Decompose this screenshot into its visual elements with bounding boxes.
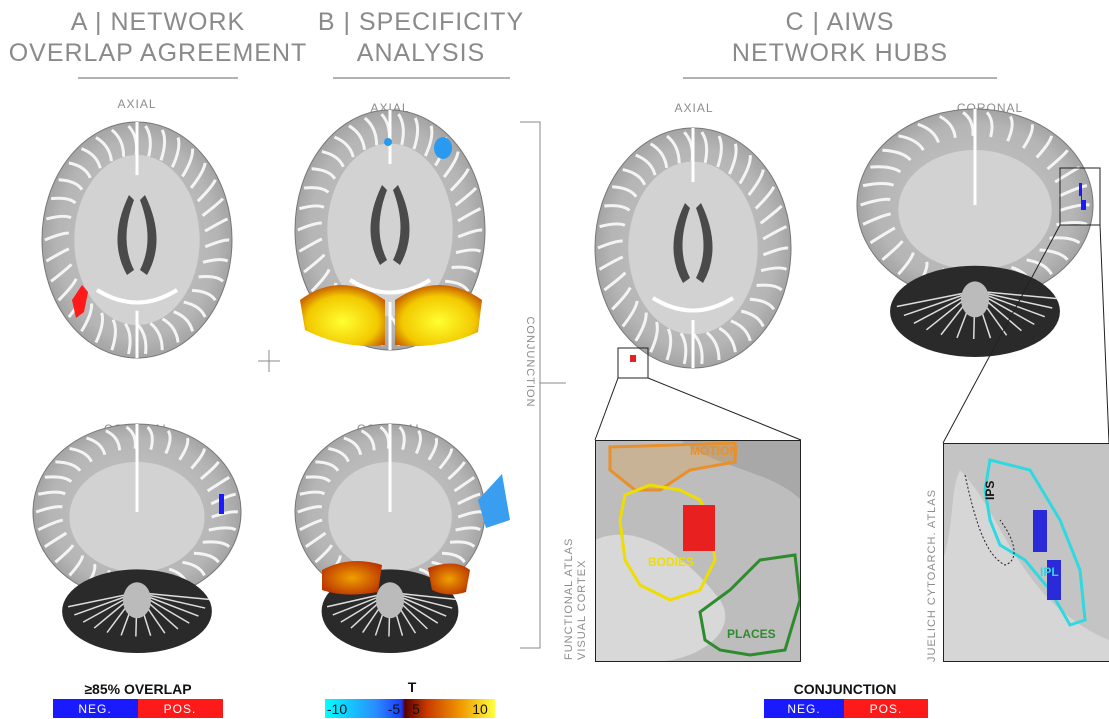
view-label: AXIAL [674, 101, 713, 115]
legend-title: CONJUNCTION [794, 681, 897, 697]
side-label: FUNCTIONAL ATLAS [563, 538, 575, 660]
conjunction-neg [1033, 510, 1047, 552]
page: { "panels": [ {"heading": ["A | NETWORK"… [0, 0, 1109, 719]
side-label: JUELICH CYTOARCH. ATLAS [926, 489, 938, 662]
legend-entry: POS. [164, 702, 197, 716]
region-label: IPS [983, 481, 997, 500]
colorbar-tick: 5 [412, 701, 420, 717]
overlap-neg [219, 494, 224, 514]
panel-heading: C | AIWS [786, 8, 895, 36]
side-label: VISUAL CORTEX [576, 560, 588, 660]
legend-entry: NEG. [78, 702, 111, 716]
specificity-pos [300, 285, 385, 346]
brainstem [376, 582, 404, 618]
specificity-pos [322, 561, 382, 595]
legend-title: ≥85% OVERLAP [84, 681, 191, 697]
colorbar-tick: -10 [327, 701, 347, 717]
specificity-neg [434, 137, 452, 159]
brainstem [961, 281, 989, 317]
brainstem [123, 582, 151, 618]
figure: A | NETWORK OVERLAP AGREEMENT B | SPECIFIC… [0, 0, 1109, 719]
region-label: PLACES [727, 627, 776, 641]
zoom-line [1100, 225, 1109, 443]
white-matter [74, 155, 199, 325]
conjunction-pos [683, 505, 715, 551]
specificity-pos [395, 285, 482, 346]
panel-heading: OVERLAP AGREEMENT [9, 39, 308, 67]
zoom-line [595, 378, 618, 440]
region-label: MOTION [690, 444, 738, 458]
legend-entry: POS. [870, 702, 903, 716]
panel-heading: B | SPECIFICITY [318, 8, 524, 36]
conjunction-pos [630, 355, 636, 362]
colorbar [325, 699, 495, 718]
view-label: AXIAL [117, 97, 156, 111]
inset-cytoarch [943, 443, 1109, 662]
panel-heading: ANALYSIS [357, 39, 485, 67]
region-label: BODIES [648, 555, 694, 569]
panel-heading: A | NETWORK [71, 8, 245, 36]
zoom-box [618, 348, 648, 378]
region-label: IPL [1040, 565, 1059, 579]
zoom-line [648, 378, 801, 440]
specificity-pos [428, 563, 470, 594]
specificity-neg [384, 138, 392, 146]
colorbar-tick: -5 [388, 701, 401, 717]
bracket-label: CONJUNCTION [524, 316, 536, 407]
colorbar-tick: 10 [472, 701, 488, 717]
legend-title: T [408, 679, 417, 695]
legend-entry: NEG. [787, 702, 820, 716]
panel-heading: NETWORK HUBS [732, 39, 948, 67]
